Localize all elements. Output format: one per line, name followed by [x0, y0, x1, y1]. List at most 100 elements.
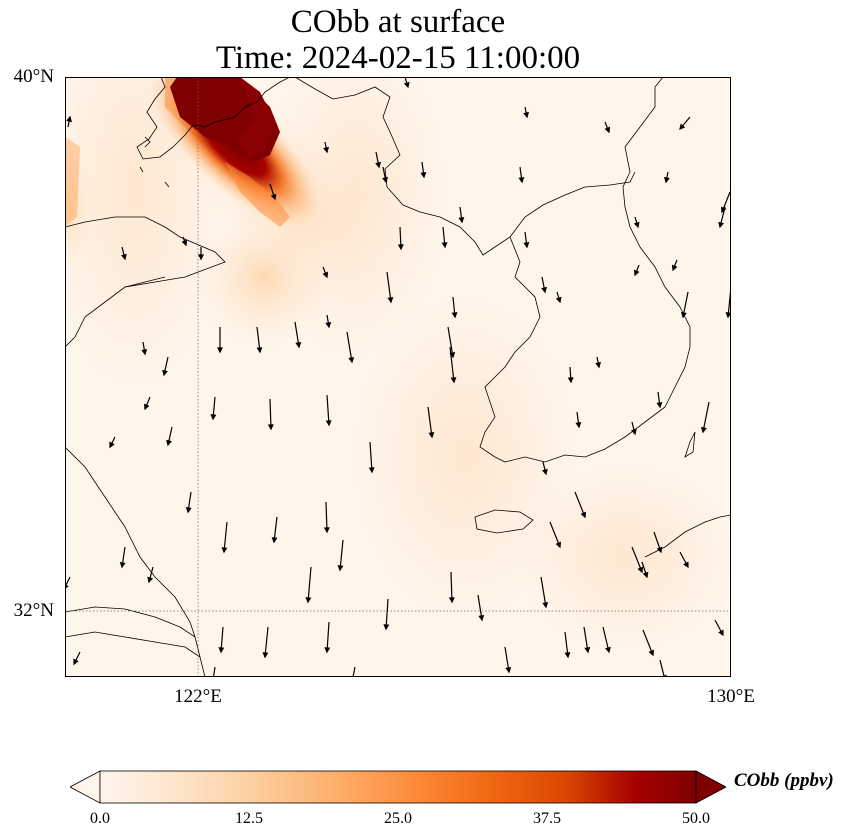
wind-arrow-head — [448, 597, 455, 604]
wind-arrow-head — [637, 566, 644, 574]
wind-arrow-head — [718, 629, 724, 637]
gridlines — [65, 77, 731, 677]
plot-title: CObb at surface — [290, 4, 506, 40]
wind-arrow-head — [218, 647, 225, 654]
shandong-north — [124, 276, 166, 288]
colorbar-tick-label: 25.0 — [384, 810, 412, 827]
colorbar-extend-max — [695, 770, 727, 804]
wind-arrow-head — [403, 81, 410, 89]
wind-arrow — [540, 576, 547, 608]
wind-arrow-head — [382, 176, 389, 184]
wind-arrow — [325, 501, 328, 533]
wind-arrow-head — [144, 403, 150, 411]
wind-arrow-head — [720, 206, 727, 214]
colorbar-tick-label: 12.5 — [235, 810, 263, 827]
lon-label-130: 130°E — [707, 686, 755, 707]
wind-arrow — [269, 398, 272, 430]
wind-arrow-head — [656, 546, 663, 554]
wind-arrow-head — [580, 511, 587, 519]
wind-arrow — [346, 331, 353, 363]
wind-arrow-head — [718, 221, 724, 229]
wind-arrow-head — [441, 242, 448, 249]
wind-arrow-head — [66, 115, 73, 123]
yangtze-mouth-south — [65, 631, 201, 658]
wind-arrow-head — [642, 571, 649, 579]
border-river — [509, 171, 636, 238]
colorbar-label: CObb (ppbv) — [734, 770, 834, 791]
colorbar-gradient — [100, 771, 696, 803]
lon-label-122: 122°E — [174, 686, 222, 707]
wind-arrow-head — [518, 177, 525, 184]
wind-arrow-head — [221, 547, 228, 554]
wind-arrow — [447, 326, 454, 358]
wind-arrow-head — [542, 601, 549, 609]
wind-arrow — [449, 346, 455, 383]
wind-arrow-head — [633, 221, 640, 229]
wind-arrow-head — [109, 441, 115, 449]
wind-arrow — [352, 666, 356, 677]
wind-arrow-head — [323, 527, 330, 534]
wind-arrow-head — [458, 217, 465, 224]
wind-arrow-head — [648, 649, 655, 657]
wind-arrow-head — [322, 271, 329, 279]
wind-arrow — [264, 626, 269, 658]
plot-time: Time: 2024-02-15 11:00:00 — [215, 40, 581, 76]
colorbar-tick-label: 37.5 — [533, 810, 561, 827]
wind-arrow-head — [162, 369, 168, 377]
wind-arrow-head — [605, 646, 611, 654]
wind-arrow-head — [428, 432, 435, 439]
wind-arrow-head — [671, 264, 678, 272]
wind-arrow-head — [633, 269, 640, 277]
wind-arrow — [702, 401, 710, 433]
wind-arrow-head — [523, 242, 530, 249]
wind-arrow-head — [451, 312, 458, 319]
wind-arrow-head — [368, 467, 375, 474]
wind-arrow-head — [478, 614, 485, 622]
colorbar-tick-label: 50.0 — [682, 810, 710, 827]
wind-arrow-head — [555, 296, 562, 304]
wind-arrow-head — [262, 652, 269, 659]
wind-arrow-head — [584, 646, 591, 654]
wind-arrow-head — [121, 253, 127, 261]
wind-arrow-head — [680, 311, 687, 319]
wind-arrow — [339, 539, 344, 571]
wind-arrow-head — [604, 126, 611, 134]
wind-arrow-head — [324, 647, 331, 654]
wind-arrow — [450, 571, 453, 603]
map-svg — [65, 77, 731, 677]
wind-arrow — [326, 621, 330, 653]
korea-east-coast — [622, 77, 691, 408]
wind-arrow-head — [523, 111, 530, 119]
islands-nw — [139, 136, 170, 188]
wind-arrow-head — [541, 286, 548, 294]
wind-arrow-head — [348, 356, 355, 364]
wind-arrow-head — [210, 414, 217, 421]
wind-arrow — [386, 271, 392, 303]
china-yellow-sea-coast — [65, 216, 226, 348]
wind-arrow-head — [323, 146, 330, 154]
colorbar-extend-min — [69, 770, 101, 804]
china-north-coast — [136, 77, 291, 160]
coastlines — [65, 77, 731, 677]
wind-arrow — [385, 598, 389, 630]
wind-arrow-head — [217, 347, 223, 354]
wind-arrow-head — [679, 123, 686, 131]
colorbar-tick-label: 0.0 — [90, 810, 110, 827]
wind-arrow — [369, 441, 373, 473]
jeju-island — [474, 509, 534, 534]
wind-arrow — [65, 576, 71, 589]
wind-arrow-head — [505, 666, 512, 674]
wind-arrow-head — [700, 426, 707, 434]
wind-arrow-head — [270, 193, 277, 201]
wind-arrow-head — [450, 377, 457, 384]
wind-arrow-head — [656, 402, 663, 409]
wind-arrow-head — [683, 561, 689, 569]
wind-arrow — [427, 406, 433, 438]
wind-arrow-head — [542, 468, 548, 476]
wind-arrow-head — [271, 537, 278, 544]
wind-arrow-head — [663, 176, 670, 184]
yangtze-mouth-north — [65, 606, 196, 638]
wind-arrow-head — [73, 658, 79, 666]
korea-south-coast — [504, 406, 666, 463]
concentration-field — [65, 77, 731, 647]
